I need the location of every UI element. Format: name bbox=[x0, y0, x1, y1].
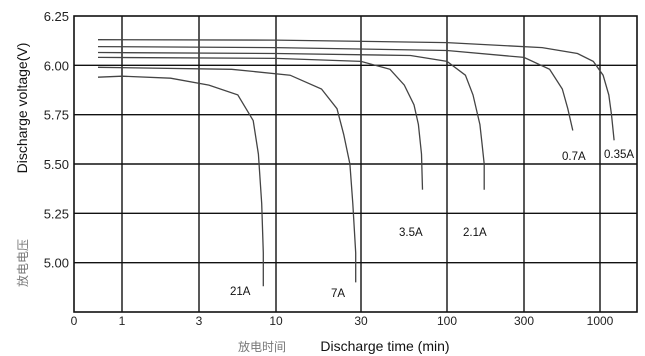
series-line-0-35a bbox=[97, 39, 615, 141]
plot-frame bbox=[73, 15, 638, 313]
y-tick-label: 5.50 bbox=[44, 157, 69, 172]
x-axis-title-cn: 放电时间 bbox=[238, 339, 286, 354]
x-tick-labels: 0 1 3 10 30 100 300 1000 bbox=[71, 314, 614, 328]
x-tick-label: 3 bbox=[196, 314, 203, 328]
series-line-7a bbox=[97, 66, 357, 283]
x-axis-title: Discharge time (min) bbox=[320, 338, 449, 354]
y-axis-title: Discharge voltage(V) bbox=[14, 43, 30, 174]
y-axis-title-cn: 放电电压 bbox=[15, 239, 30, 287]
y-tick-label: 6.00 bbox=[44, 58, 69, 73]
series-label: 3.5A bbox=[399, 227, 423, 239]
y-tick-labels: 5.00 5.25 5.50 5.75 6.00 6.25 bbox=[44, 9, 69, 271]
series-label: 0.7A bbox=[562, 151, 586, 163]
series-label: 7A bbox=[331, 288, 345, 300]
x-tick-label: 1000 bbox=[587, 314, 614, 328]
series-label: 0.35A bbox=[604, 149, 634, 161]
grid-lines bbox=[74, 16, 637, 312]
series-line-3-5a bbox=[97, 56, 424, 190]
series-line-21a bbox=[97, 75, 264, 287]
x-tick-label: 0 bbox=[71, 314, 78, 328]
y-tick-label: 6.25 bbox=[44, 9, 69, 24]
y-tick-label: 5.00 bbox=[44, 256, 69, 271]
x-tick-label: 100 bbox=[437, 314, 457, 328]
series-label: 21A bbox=[230, 286, 251, 298]
x-tick-label: 1 bbox=[119, 314, 126, 328]
series-line-2-1a bbox=[97, 51, 485, 190]
x-tick-label: 10 bbox=[269, 314, 283, 328]
series-line-0-7a bbox=[97, 45, 574, 131]
x-tick-label: 30 bbox=[354, 314, 368, 328]
series-label: 2.1A bbox=[463, 227, 487, 239]
series-labels: 0.35A 0.7A 2.1A 3.5A 7A 21A bbox=[230, 149, 634, 300]
y-tick-label: 5.25 bbox=[44, 206, 69, 221]
y-tick-label: 5.75 bbox=[44, 108, 69, 123]
discharge-curves bbox=[97, 39, 615, 287]
x-tick-label: 300 bbox=[514, 314, 534, 328]
